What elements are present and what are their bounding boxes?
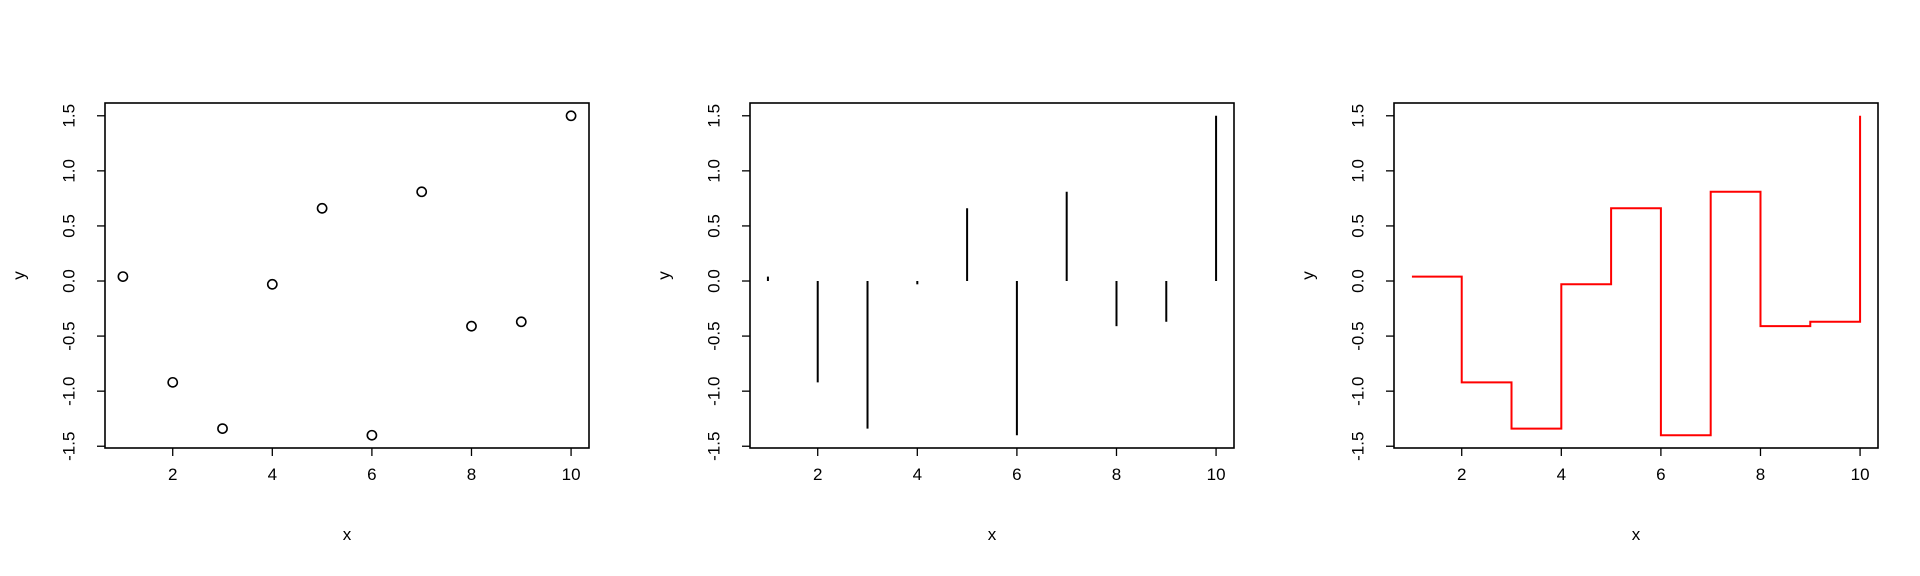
plot-frame: [1393, 102, 1879, 449]
x-axis-label: x: [988, 525, 997, 544]
x-tick-label: 8: [1112, 465, 1121, 484]
x-tick-label: 4: [268, 465, 277, 484]
step-line: [1411, 115, 1862, 437]
y-tick-label: -0.5: [1349, 321, 1368, 350]
data-point: [117, 271, 129, 283]
data-point: [217, 423, 228, 435]
x-tick-label: 8: [1756, 465, 1765, 484]
y-tick-label: -1.5: [60, 432, 79, 461]
y-axis-label: y: [1299, 271, 1318, 280]
x-tick-label: 4: [913, 465, 922, 484]
y-axis-label: y: [655, 271, 674, 280]
data-point: [167, 376, 179, 388]
chart-panel-1: 2 4 6 8 10 -1.5 -1.0 -0.5 0.0 0.5 1.0 1.5 x y: [10, 102, 590, 544]
chart-panel-2: 2 4 6 8 10 -1.5 -1.0 -0.5 0.0 0.5 1.0 1.5 x y: [655, 102, 1235, 544]
x-tick-label: 6: [1656, 465, 1665, 484]
y-tick-label: -1.0: [60, 377, 79, 406]
y-tick-label: -0.5: [60, 321, 79, 350]
x-tick-label: 2: [168, 465, 177, 484]
data-point: [366, 429, 378, 441]
y-tick-label: 0.0: [1349, 269, 1368, 293]
data-point: [316, 202, 328, 214]
y-tick-label: 1.0: [1349, 159, 1368, 183]
x-axis-label: x: [1632, 525, 1641, 544]
data-point: [515, 316, 527, 328]
y-tick-label: -0.5: [705, 321, 724, 350]
y-tick-label: 0.0: [60, 269, 79, 293]
data-point: [466, 320, 477, 332]
y-tick-label: -1.5: [1349, 432, 1368, 461]
x-tick-label: 6: [367, 465, 376, 484]
y-tick-label: 1.0: [60, 159, 79, 183]
x-axis-label: x: [343, 525, 352, 544]
y-tick-label: -1.5: [705, 432, 724, 461]
y-tick-label: 1.5: [705, 104, 724, 128]
x-tick-label: 8: [467, 465, 476, 484]
y-tick-label: -1.0: [1349, 377, 1368, 406]
y-tick-label: 1.5: [1349, 104, 1368, 128]
y-tick-label: 1.5: [60, 104, 79, 128]
y-axis-label: y: [10, 271, 29, 280]
y-tick-label: -1.0: [705, 377, 724, 406]
y-tick-label: 1.0: [705, 159, 724, 183]
y-tick-label: 0.5: [705, 214, 724, 238]
data-point: [416, 186, 428, 198]
plot-frame: [749, 102, 1235, 449]
chart-panel-3: 2 4 6 8 10 -1.5 -1.0 -0.5 0.0 0.5 1.0 1.5 x y: [1299, 102, 1879, 544]
y-tick-label: 0.5: [1349, 214, 1368, 238]
x-tick-label: 6: [1012, 465, 1021, 484]
x-tick-label: 2: [1457, 465, 1466, 484]
data-point: [565, 110, 577, 122]
plot-frame: [104, 102, 590, 449]
x-tick-label: 10: [562, 465, 581, 484]
y-tick-label: 0.0: [705, 269, 724, 293]
data-point: [266, 278, 278, 290]
x-tick-label: 2: [813, 465, 822, 484]
x-tick-label: 10: [1207, 465, 1226, 484]
x-tick-label: 10: [1851, 465, 1870, 484]
y-tick-label: 0.5: [60, 214, 79, 238]
x-tick-label: 4: [1557, 465, 1566, 484]
